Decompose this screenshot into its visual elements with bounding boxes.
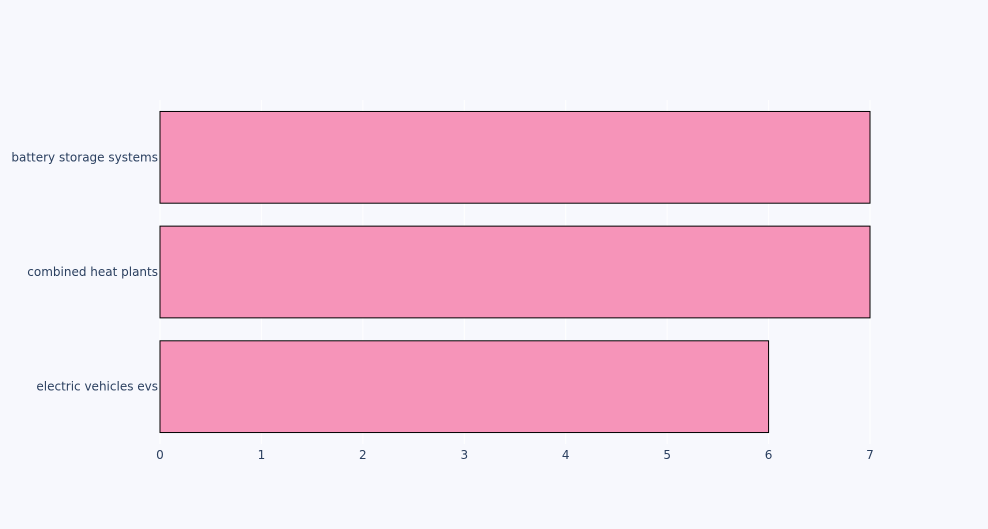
- y-axis-labels: battery storage systems combined heat pla…: [11, 150, 158, 393]
- bars: [160, 111, 870, 432]
- y-tick-label: battery storage systems: [11, 150, 158, 164]
- x-tick-label: 6: [765, 448, 773, 462]
- bar[interactable]: [160, 341, 769, 433]
- x-tick-label: 2: [359, 448, 367, 462]
- y-tick-label: electric vehicles evs: [36, 380, 158, 394]
- bar[interactable]: [160, 111, 870, 203]
- y-tick-label: combined heat plants: [27, 265, 158, 279]
- x-axis-ticks: 0 1 2 3 4 5 6 7: [156, 448, 874, 462]
- x-tick-label: 0: [156, 448, 164, 462]
- bar[interactable]: [160, 226, 870, 318]
- x-tick-label: 5: [663, 448, 671, 462]
- x-tick-label: 4: [562, 448, 570, 462]
- x-tick-label: 7: [866, 448, 874, 462]
- x-tick-label: 3: [460, 448, 468, 462]
- x-tick-label: 1: [258, 448, 266, 462]
